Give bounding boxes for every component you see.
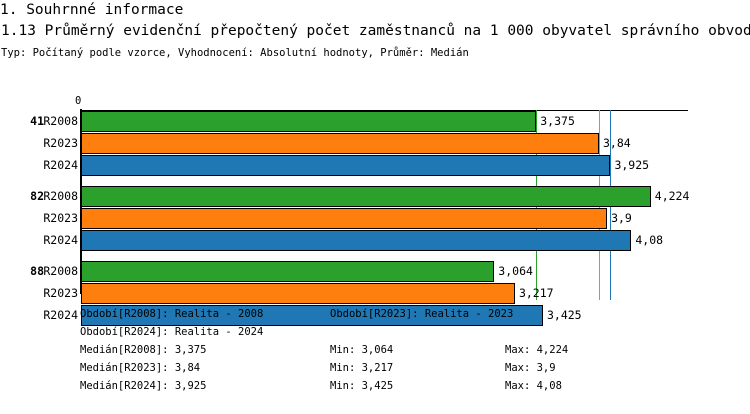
bar-row-group-label: 82 (30, 189, 44, 203)
bar-value-label: 3,9 (611, 211, 632, 225)
legend-cell-middle: Min: 3,217 (330, 362, 394, 374)
legend-cell-left: Medián[R2008]: 3,375 (80, 344, 207, 356)
bar-row: 88 R2008 3,064 (0, 261, 750, 282)
bar-value-label: 3,925 (614, 158, 650, 172)
bar-value-label: 3,217 (518, 286, 554, 300)
bar-row-series-label: R2024 (43, 308, 78, 322)
section-heading: 1. Souhrnné informace (0, 2, 184, 18)
bar-row: R2024 3,925 (0, 155, 750, 176)
page-title: 1.13 Průměrný evidenční přepočtený počet… (1, 23, 750, 39)
legend-cell-left: Období[R2024]: Realita - 2024 (80, 326, 264, 338)
bar-row: R2023 3,84 (0, 133, 750, 154)
legend-cell-middle: Období[R2023]: Realita - 2023 (330, 308, 514, 320)
bar-row-series-label: R2008 (43, 264, 78, 278)
bar-row: R2024 3,425 (0, 305, 750, 326)
chart-top-rule (81, 110, 688, 111)
legend-row: Období[R2008]: Realita - 2008 Období[R202… (0, 305, 750, 323)
legend-cell-right: Max: 4,224 (505, 344, 569, 356)
bar-r2008[interactable] (81, 261, 495, 282)
horizontal-bar-chart: 0 41 R2008 3,375 R2023 3,84 R2024 3,925 82 R2008… (0, 95, 750, 326)
legend-row: Období[R2024]: Realita - 2024 (0, 323, 750, 341)
bar-r2024[interactable] (81, 155, 611, 176)
report-header: 1. Souhrnné informace 1.13 Průměrný evid… (0, 0, 750, 60)
bar-r2023[interactable] (81, 133, 599, 154)
bar-value-label: 3,425 (546, 308, 582, 322)
legend-row: Medián[R2023]: 3,84 Min: 3,217 Max: 3,9 (0, 359, 750, 377)
bar-r2008[interactable] (81, 186, 651, 207)
bar-value-label: 3,375 (540, 114, 575, 128)
bar-row-group-label: 41 (30, 114, 44, 128)
legend-cell-left: Medián[R2023]: 3,84 (80, 362, 201, 374)
legend-cell-right: Max: 3,9 (505, 362, 556, 374)
bar-value-label: 4,224 (654, 189, 690, 203)
bar-row-series-label: R2024 (43, 158, 78, 172)
bar-row-series-label: R2023 (43, 211, 78, 225)
bar-row: R2023 3,9 (0, 208, 750, 229)
bar-row-series-label: R2008 (43, 189, 78, 203)
bar-row-series-label: R2024 (43, 233, 78, 247)
legend-cell-middle: Min: 3,064 (330, 344, 394, 356)
bar-row-series-label: R2023 (43, 136, 78, 150)
legend-row: Medián[R2008]: 3,375 Min: 3,064 Max: 4,224 (0, 341, 750, 359)
legend-row: Medián[R2024]: 3,925 Min: 3,425 Max: 4,08 (0, 377, 750, 395)
bar-r2023[interactable] (81, 208, 608, 229)
bar-r2008[interactable] (81, 111, 537, 132)
bar-row-series-label: R2008 (43, 114, 78, 128)
legend-cell-middle: Min: 3,425 (330, 380, 394, 392)
bar-row-group-label: 88 (30, 264, 44, 278)
bar-row-series-label: R2023 (43, 286, 78, 300)
bar-r2024[interactable] (81, 305, 543, 326)
bar-value-label: 3,064 (498, 264, 533, 278)
bar-row: R2023 3,217 (0, 283, 750, 304)
legend-cell-left: Medián[R2024]: 3,925 (80, 380, 207, 392)
bar-row: R2024 4,08 (0, 230, 750, 251)
axis-origin-label: 0 (75, 95, 82, 107)
chart-legend: Období[R2008]: Realita - 2008 Období[R202… (0, 305, 750, 395)
bar-row: 82 R2008 4,224 (0, 186, 750, 207)
bar-row: 41 R2008 3,375 (0, 111, 750, 132)
chart-subtitle: Typ: Počítaný podle vzorce, Vyhodnocení:… (1, 47, 469, 59)
legend-cell-left: Období[R2008]: Realita - 2008 (80, 308, 264, 320)
bar-r2024[interactable] (81, 230, 632, 251)
legend-cell-right: Max: 4,08 (505, 380, 562, 392)
bar-r2023[interactable] (81, 283, 515, 304)
bar-value-label: 3,84 (602, 136, 631, 150)
bar-value-label: 4,08 (635, 233, 664, 247)
